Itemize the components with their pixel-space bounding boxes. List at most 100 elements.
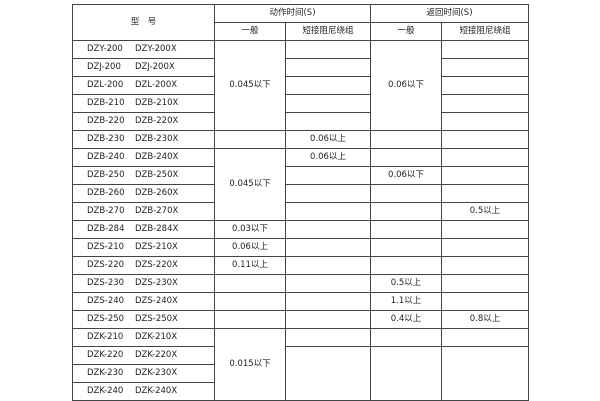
return-short-damping-cell bbox=[441, 94, 529, 113]
model-cell: DZB-250 DZB-250X bbox=[72, 166, 215, 185]
model-x-variant: DZB-250X bbox=[135, 170, 179, 180]
model-cell: DZK-230 DZK-230X bbox=[72, 364, 215, 383]
action-short-damping-cell bbox=[285, 346, 371, 401]
model-standard: DZS-250 bbox=[87, 314, 125, 324]
return-short-damping-cell bbox=[441, 292, 529, 311]
model-x-variant: DZK-230X bbox=[135, 368, 178, 378]
action-short-damping-header: 短接阻尼绕组 bbox=[285, 22, 371, 41]
model-x-variant: DZS-240X bbox=[135, 296, 178, 306]
action-short-damping-cell bbox=[285, 166, 371, 185]
action-general-header: 一般 bbox=[214, 22, 286, 41]
model-x-variant: DZK-240X bbox=[135, 386, 178, 396]
table-row: DZY-200 DZY-200X 0.045以下 0.06以下 bbox=[72, 40, 529, 131]
model-standard: DZB-210 bbox=[87, 98, 125, 108]
model-cell: DZY-200 DZY-200X bbox=[72, 40, 215, 59]
table-row: DZB-240 DZB-240X 0.045以下 0.06以上 bbox=[72, 148, 529, 221]
table-row: DZS-240 DZS-240X 1.1以上 bbox=[72, 292, 529, 311]
model-x-variant: DZK-210X bbox=[135, 332, 178, 342]
return-short-damping-cell bbox=[441, 184, 529, 203]
model-x-variant: DZB-260X bbox=[135, 188, 179, 198]
model-standard: DZS-210 bbox=[87, 242, 125, 252]
table-row: DZK-230 DZK-230X bbox=[72, 364, 529, 383]
action-time-header: 动作时间(S) bbox=[214, 4, 371, 23]
return-general-cell: 0.06以下 bbox=[370, 40, 442, 131]
return-short-damping-cell bbox=[441, 76, 529, 95]
action-short-damping-cell: 0.06以上 bbox=[285, 148, 371, 167]
return-general-cell bbox=[370, 220, 442, 239]
return-short-damping-cell bbox=[441, 238, 529, 257]
table-row: DZS-220 DZS-220X 0.11以上 bbox=[72, 256, 529, 275]
action-short-damping-cell bbox=[285, 94, 371, 113]
table-row: DZB-230 DZB-230X 0.06以上 bbox=[72, 130, 529, 149]
model-standard: DZB-250 bbox=[87, 170, 125, 180]
action-short-damping-cell: 0.06以上 bbox=[285, 130, 371, 149]
action-short-damping-cell bbox=[285, 58, 371, 77]
return-general-cell: 0.5以上 bbox=[370, 274, 442, 293]
table-row: DZB-220 DZB-220X bbox=[72, 112, 529, 131]
model-standard: DZL-200 bbox=[87, 80, 124, 90]
action-general-cell bbox=[214, 130, 286, 149]
model-cell: DZK-220 DZK-220X bbox=[72, 346, 215, 365]
model-standard: DZB-240 bbox=[87, 152, 125, 162]
action-general-cell: 0.06以上 bbox=[214, 238, 286, 257]
table-row: DZB-270 DZB-270X 0.5以上 bbox=[72, 202, 529, 221]
table-row: DZB-284 DZB-284X 0.03以下 bbox=[72, 220, 529, 239]
table-row: DZB-260 DZB-260X bbox=[72, 184, 529, 203]
action-short-damping-cell bbox=[285, 76, 371, 95]
model-x-variant: DZB-270X bbox=[135, 206, 179, 216]
table-row: DZL-200 DZL-200X bbox=[72, 76, 529, 95]
action-short-damping-cell bbox=[285, 328, 371, 347]
return-general-cell bbox=[370, 328, 442, 347]
return-short-damping-cell bbox=[441, 112, 529, 131]
model-cell: DZB-284 DZB-284X bbox=[72, 220, 215, 239]
table-row: DZS-250 DZS-250X 0.4以上 0.8以上 bbox=[72, 310, 529, 329]
table-row: DZK-240 DZK-240X bbox=[72, 382, 529, 401]
model-standard: DZK-220 bbox=[87, 350, 124, 360]
model-standard: DZS-230 bbox=[87, 278, 125, 288]
return-short-damping-cell bbox=[441, 220, 529, 239]
model-x-variant: DZY-200X bbox=[135, 44, 177, 54]
return-general-cell bbox=[370, 346, 442, 401]
action-general-cell: 0.11以上 bbox=[214, 256, 286, 275]
model-standard: DZB-260 bbox=[87, 188, 125, 198]
table-row: DZK-220 DZK-220X bbox=[72, 346, 529, 401]
model-x-variant: DZB-284X bbox=[135, 224, 179, 234]
return-short-damping-cell bbox=[441, 40, 529, 59]
action-short-damping-cell bbox=[285, 238, 371, 257]
return-short-damping-cell bbox=[441, 256, 529, 275]
action-general-cell bbox=[214, 274, 286, 293]
action-short-damping-cell bbox=[285, 220, 371, 239]
relay-timing-table: 型 号 动作时间(S) 返回时间(S) 一般 短接阻尼绕组 一般 短接阻尼绕组 … bbox=[72, 4, 529, 401]
return-short-damping-header: 短接阻尼绕组 bbox=[441, 22, 529, 41]
model-header: 型 号 bbox=[72, 4, 215, 41]
return-short-damping-cell bbox=[441, 130, 529, 149]
return-general-cell bbox=[370, 256, 442, 275]
action-general-cell bbox=[214, 310, 286, 329]
model-x-variant: DZS-250X bbox=[135, 314, 178, 324]
return-general-cell bbox=[370, 184, 442, 203]
model-x-variant: DZB-220X bbox=[135, 116, 179, 126]
table-row: DZS-230 DZS-230X 0.5以上 bbox=[72, 274, 529, 293]
return-short-damping-cell bbox=[441, 346, 529, 401]
action-general-cell: 0.03以下 bbox=[214, 220, 286, 239]
model-standard: DZB-220 bbox=[87, 116, 125, 126]
model-standard: DZB-284 bbox=[87, 224, 125, 234]
table-row: DZS-210 DZS-210X 0.06以上 bbox=[72, 238, 529, 257]
return-general-cell: 0.4以上 bbox=[370, 310, 442, 329]
action-general-cell: 0.015以下 bbox=[214, 328, 286, 401]
header-row-2: 一般 短接阻尼绕组 一般 短接阻尼绕组 bbox=[73, 22, 529, 41]
model-cell: DZS-240 DZS-240X bbox=[72, 292, 215, 311]
model-cell: DZS-230 DZS-230X bbox=[72, 274, 215, 293]
action-general-cell: 0.045以下 bbox=[214, 40, 286, 131]
model-cell: DZB-270 DZB-270X bbox=[72, 202, 215, 221]
action-short-damping-cell bbox=[285, 112, 371, 131]
model-x-variant: DZJ-200X bbox=[135, 62, 175, 72]
return-general-cell bbox=[370, 202, 442, 221]
model-cell: DZK-240 DZK-240X bbox=[72, 382, 215, 401]
model-cell: DZS-210 DZS-210X bbox=[72, 238, 215, 257]
table-body: DZY-200 DZY-200X 0.045以下 0.06以下 DZJ-200 DZJ-2… bbox=[72, 40, 529, 401]
return-general-cell: 1.1以上 bbox=[370, 292, 442, 311]
model-x-variant: DZL-200X bbox=[135, 80, 178, 90]
action-general-cell bbox=[214, 292, 286, 311]
return-short-damping-cell bbox=[441, 166, 529, 185]
